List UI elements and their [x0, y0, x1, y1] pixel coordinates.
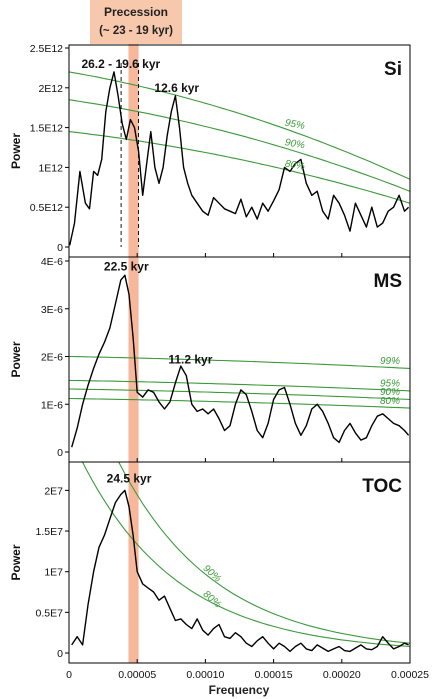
- panel-1-ylabel: Power: [9, 341, 23, 377]
- panel-2-ytick-label-2: 1E7: [44, 567, 63, 579]
- panel-0-annotation-0: 26.2 - 19.6 kyr: [81, 57, 160, 71]
- panel-1-confidence-0: [69, 355, 410, 369]
- panel-2-ytick-label-1: 0.5E7: [36, 607, 64, 619]
- panel-2-ylabel: Power: [9, 544, 23, 580]
- panel-1-plot: [69, 274, 410, 448]
- panel-2-confidence-label-1: 80%: [201, 589, 223, 611]
- panel-2-annotation-0: 24.5 kyr: [107, 471, 152, 485]
- panel-0-ytick-label-1: 0.5E12: [30, 202, 63, 214]
- precession-label-title: Precession: [104, 5, 168, 19]
- panel-0-confidence-2: [69, 131, 410, 204]
- x-axis-label: Frequency: [209, 683, 270, 697]
- precession-band: [128, 44, 139, 663]
- panel-1-confidence-label-3: 80%: [380, 396, 400, 407]
- panel-0-ytick-label-5: 2.5E12: [30, 43, 63, 55]
- precession-label-box: [90, 0, 182, 44]
- panel-1-series-0: [71, 274, 410, 448]
- x-tick-label-0: 0: [66, 669, 72, 681]
- panel-0-annotation-1: 12.6 kyr: [154, 81, 199, 95]
- panel-0-ytick-label-0: 0: [57, 242, 63, 254]
- panel-0-plot: [69, 71, 410, 246]
- panel-2-confidence-label-0: 90%: [201, 563, 223, 585]
- panel-2-name: TOC: [362, 476, 402, 497]
- panel-2-confidence-0: [118, 462, 410, 644]
- panel-2-plot: [71, 462, 410, 653]
- x-tick-label-3: 0.00015: [255, 669, 293, 681]
- precession-band-layer: [128, 44, 139, 663]
- panel-2-ytick-label-0: 0: [57, 648, 63, 660]
- panel-2-ytick-label-3: 1.5E7: [36, 526, 64, 538]
- panel-0-ytick-label-3: 1.5E12: [30, 123, 63, 135]
- x-axis: 0 0.00005 0.00010 0.00015 0.00020 0.00025: [66, 253, 429, 681]
- panel-0-ytick-label-2: 1E12: [38, 162, 63, 174]
- panel-1-ytick-label-3: 3E-6: [41, 304, 63, 316]
- panel-0-confidence-label-1: 90%: [284, 137, 306, 151]
- panel-1-ytick-label-1: 1E-6: [41, 399, 63, 411]
- panel-2-frame: [68, 461, 411, 664]
- panel-1-confidence-1: [69, 379, 410, 392]
- panel-1-annotation-0: 22.5 kyr: [104, 260, 149, 274]
- panel-0-ylabel: Power: [9, 133, 23, 169]
- panel-0-confidence-label-0: 95%: [284, 118, 306, 132]
- x-tick-label-4: 0.00020: [323, 669, 361, 681]
- panel-0-name: Si: [384, 59, 402, 80]
- panel-1-ytick-label-0: 0: [57, 447, 63, 459]
- panel-1-confidence-label-1: 95%: [380, 379, 400, 390]
- panel-0-confidence-1: [69, 99, 410, 192]
- panel-1-frame: [68, 256, 411, 463]
- panels-layer: 95%90%80%00.5E121E121.5E122E122.5E12Powe…: [9, 43, 411, 664]
- panel-0-frame: [68, 44, 411, 258]
- panel-2-ytick-label-4: 2E7: [44, 485, 63, 497]
- panel-1-ytick-label-4: 4E-6: [41, 256, 63, 268]
- panel-2-series-0: [71, 489, 409, 653]
- x-tick-label-2: 0.00010: [186, 669, 224, 681]
- panel-2-confidence-1: [81, 462, 410, 648]
- x-tick-label-1: 0.00005: [118, 669, 156, 681]
- panel-0-confidence-0: [69, 71, 410, 180]
- panel-0-ytick-label-4: 2E12: [38, 83, 63, 95]
- precession-label-range: (~ 23 - 19 kyr): [99, 25, 173, 37]
- panel-1-name: MS: [374, 271, 403, 292]
- panel-1-confidence-label-0: 99%: [380, 356, 400, 367]
- panel-1-ytick-label-2: 2E-6: [41, 352, 63, 364]
- panel-1-confidence-3: [69, 397, 410, 409]
- panel-0-series-0: [69, 71, 410, 246]
- panel-1-annotation-1: 11.2 kyr: [168, 353, 212, 367]
- x-tick-label-5: 0.00025: [391, 669, 429, 681]
- panel-0-confidence-label-2: 80%: [284, 158, 306, 172]
- panel-1-confidence-label-2: 90%: [380, 387, 400, 398]
